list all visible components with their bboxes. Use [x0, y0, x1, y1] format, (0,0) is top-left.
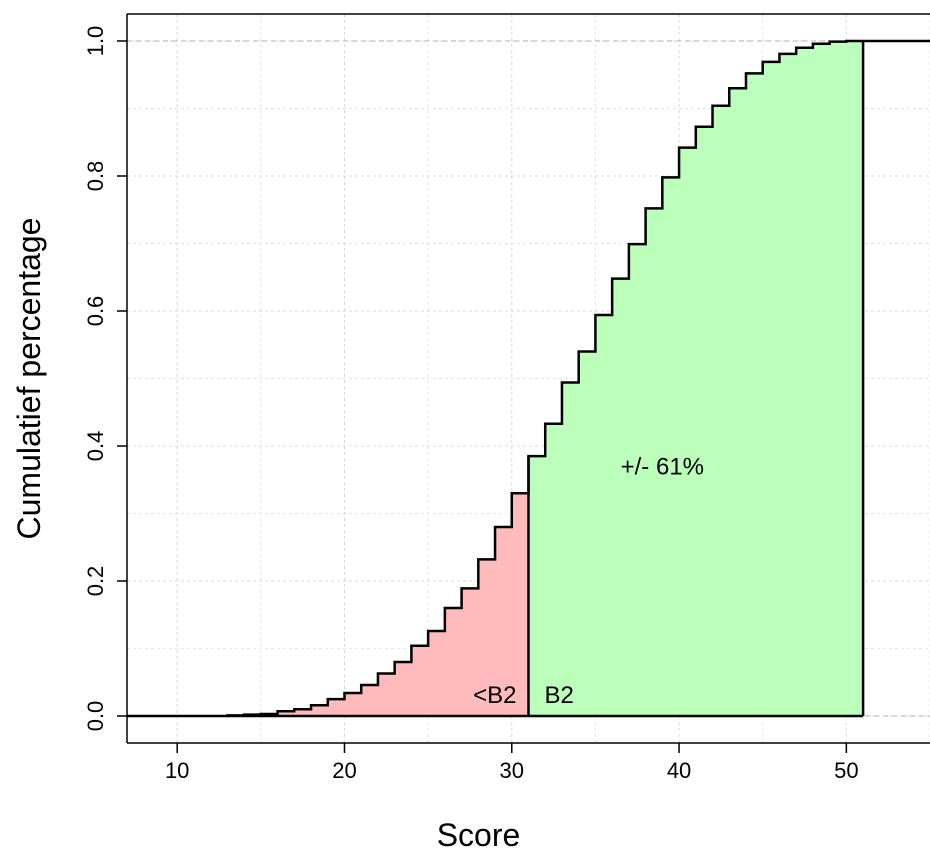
y-tick-label: 0.2: [83, 566, 108, 597]
y-axis-title: Cumulatief percentage: [11, 218, 47, 540]
region-label-b2: B2: [545, 682, 574, 709]
region-label-below-b2: <B2: [473, 682, 516, 709]
x-tick-label: 40: [667, 758, 691, 783]
area-below-b2: [227, 493, 529, 716]
labels: 10 20 30 40 50 0.0 0.2 0.4 0.6 0.8 1.0 Score Cumulat…: [11, 26, 859, 851]
cumulative-step-line: [127, 39, 930, 718]
step-lines: [127, 39, 930, 718]
y-tick-label: 0.4: [83, 431, 108, 462]
y-tick-label: 0.0: [83, 701, 108, 732]
axes: [117, 13, 930, 753]
y-tick-label: 1.0: [83, 26, 108, 57]
y-tick-label: 0.8: [83, 161, 108, 192]
x-axis-title: Score: [437, 817, 521, 851]
y-tick-label: 0.6: [83, 296, 108, 327]
x-tick-label: 30: [500, 758, 524, 783]
x-tick-label: 10: [165, 758, 189, 783]
area-b2: [528, 41, 864, 716]
x-tick-label: 50: [834, 758, 858, 783]
percentage-annotation: +/- 61%: [621, 453, 704, 480]
x-tick-label: 20: [332, 758, 356, 783]
area-fills: [227, 41, 864, 716]
